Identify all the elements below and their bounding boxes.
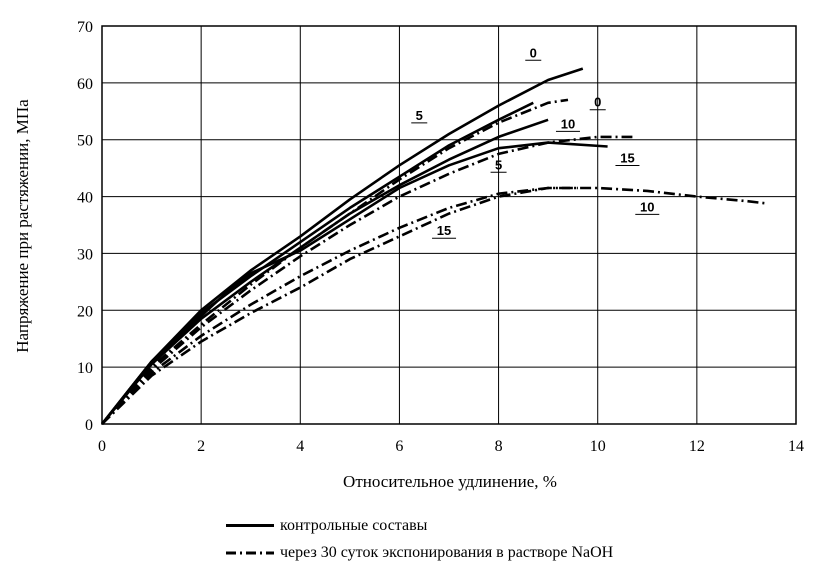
series-solid-0 [100,67,584,425]
plot-frame [101,25,797,425]
y-tick-label: 50 [77,133,93,150]
series-annotation: 5 [495,157,502,172]
series-solid-10 [101,118,549,425]
series-layer [100,67,767,425]
y-tick-label: 60 [77,76,93,93]
legend-swatch-dashdot [226,551,274,554]
y-tick-label: 30 [77,246,93,263]
series-annotation: 0 [530,45,537,60]
x-tick-label: 6 [395,438,403,455]
legend-label: контрольные составы [280,516,428,534]
y-tick-label: 20 [77,303,93,320]
y-tick-label: 0 [85,417,93,434]
series-annotation: 10 [561,116,575,131]
x-tick-label: 10 [590,438,606,455]
x-tick-label: 2 [197,438,205,455]
series-annotation: 15 [620,150,634,165]
series-solid-15 [100,141,608,425]
legend-swatch-solid [226,524,274,527]
series-dashdot-15 [101,186,578,425]
legend-item-dashdot: через 30 суток экспонирования в растворе… [226,539,613,566]
y-tick-label: 40 [77,190,93,207]
x-tick-label: 14 [788,438,804,455]
series-dashdot-5 [101,135,633,425]
y-tick-label: 10 [77,360,93,377]
series-annotation: 15 [437,223,451,238]
annotations: 0 0 5 10 15 5 10 15 [411,45,660,239]
x-tick-label: 0 [98,438,106,455]
legend-item-solid: контрольные составы [226,512,613,539]
x-axis-title: Относительное удлинение, % [343,472,557,491]
y-axis-title: Напряжение при растяжении, МПа [13,99,32,353]
legend-label: через 30 суток экспонирования в растворе… [280,543,614,561]
y-tick-label: 70 [77,19,93,36]
series-annotation: 10 [640,199,654,214]
x-tick-label: 8 [495,438,503,455]
x-tick-label: 12 [689,438,705,455]
x-tick-label: 4 [296,438,304,455]
legend: контрольные составы через 30 суток экспо… [226,512,613,566]
series-annotation: 0 [594,95,601,110]
series-dashdot-10 [101,186,767,425]
series-annotation: 5 [416,108,423,123]
